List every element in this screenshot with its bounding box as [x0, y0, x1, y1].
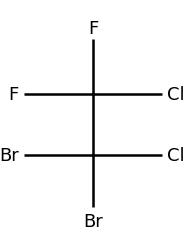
- Text: Br: Br: [83, 212, 103, 230]
- Text: Cl: Cl: [167, 86, 185, 104]
- Text: Cl: Cl: [167, 146, 185, 164]
- Text: F: F: [8, 86, 19, 104]
- Text: F: F: [88, 20, 98, 38]
- Text: Br: Br: [0, 146, 19, 164]
